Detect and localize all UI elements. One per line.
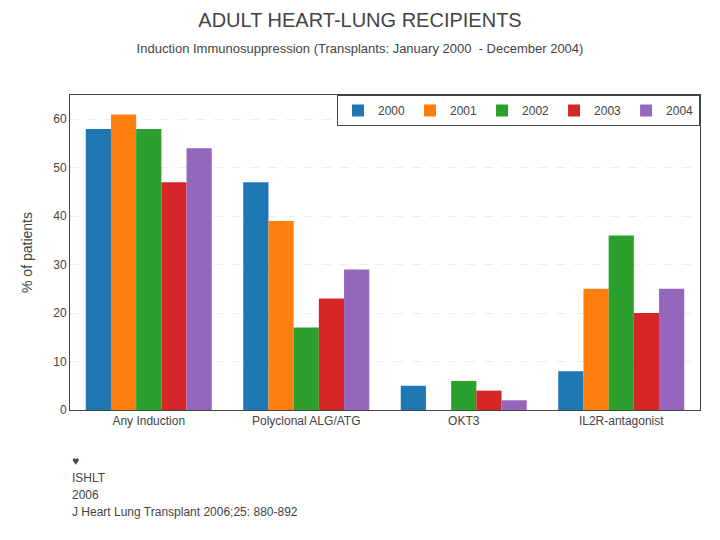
svg-text:J Heart Lung Transplant 2006;2: J Heart Lung Transplant 2006;25: 880-892 xyxy=(72,505,298,519)
svg-text:IL2R-antagonist: IL2R-antagonist xyxy=(579,414,664,428)
svg-text:2001: 2001 xyxy=(450,104,477,118)
svg-text:20: 20 xyxy=(53,306,67,320)
svg-text:OKT3: OKT3 xyxy=(448,414,480,428)
svg-text:ISHLT: ISHLT xyxy=(72,471,106,485)
svg-text:2004: 2004 xyxy=(666,104,693,118)
svg-text:40: 40 xyxy=(53,209,67,223)
svg-text:2002: 2002 xyxy=(522,104,549,118)
svg-text:Any Induction: Any Induction xyxy=(112,414,185,428)
svg-text:30: 30 xyxy=(53,258,67,272)
svg-text:10: 10 xyxy=(53,355,67,369)
svg-text:0: 0 xyxy=(60,403,67,417)
svg-text:50: 50 xyxy=(53,161,67,175)
svg-text:% of patients: % of patients xyxy=(19,212,35,293)
svg-text:2000: 2000 xyxy=(378,104,405,118)
svg-text:Polyclonal ALG/ATG: Polyclonal ALG/ATG xyxy=(252,414,361,428)
svg-text:2006: 2006 xyxy=(72,488,99,502)
svg-text:♥: ♥ xyxy=(72,454,79,468)
svg-text:ADULT HEART-LUNG RECIPIENTSInd: ADULT HEART-LUNG RECIPIENTSInduction Imm… xyxy=(137,9,584,56)
svg-text:2003: 2003 xyxy=(594,104,621,118)
svg-text:60: 60 xyxy=(53,112,67,126)
